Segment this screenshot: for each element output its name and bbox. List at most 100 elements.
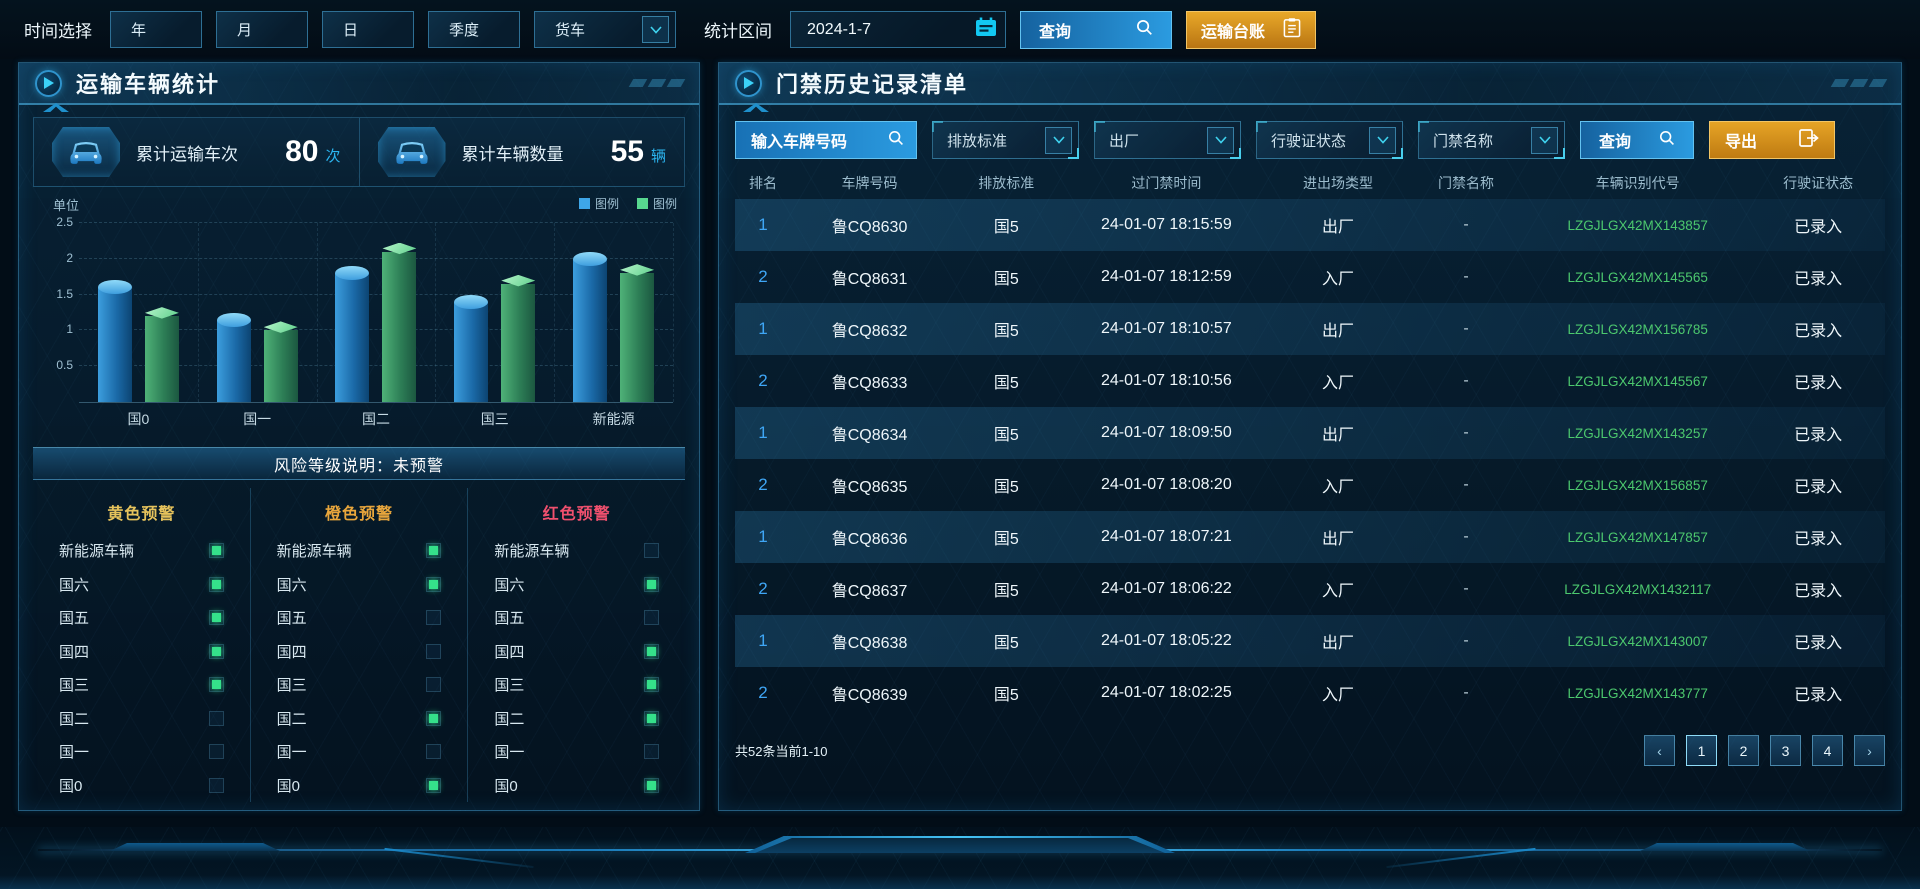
topbar: 时间选择 年月日季度 货车 统计区间 2024-1-7 查询 运输台账 (0, 0, 1920, 59)
cell-std: 国5 (993, 427, 1019, 444)
cell-time: 24-01-07 18:05:22 (1100, 632, 1232, 649)
bar-groups (79, 223, 673, 402)
warning-row: 国0 (277, 769, 442, 803)
table-query-button[interactable]: 查询 (1580, 121, 1694, 159)
table-row[interactable]: 1 鲁CQ8636 国5 24-01-07 18:07:21 出厂 - LZGJLGX42M… (735, 511, 1885, 563)
stat-label: 累计车辆数量 (461, 144, 564, 164)
indicator-on (426, 710, 442, 726)
grid-vline (435, 223, 437, 402)
prev-page-button[interactable]: ‹ (1644, 735, 1675, 766)
indicator-on (426, 777, 442, 793)
next-page-button[interactable]: › (1854, 735, 1885, 766)
period-button[interactable]: 季度 (428, 11, 520, 48)
warning-item-label: 国二 (276, 710, 307, 728)
cell-plate: 鲁CQ8633 (831, 375, 908, 392)
date-range-input[interactable]: 2024-1-7 (790, 11, 1006, 48)
filter-dropdown-group: 排放标准 出厂 行驶证状态 门禁名称 (932, 121, 1565, 159)
table-row[interactable]: 1 鲁CQ8632 国5 24-01-07 18:10:57 出厂 - LZGJLGX42M… (735, 303, 1885, 355)
footer-decoration (0, 827, 1920, 889)
bar-blue (97, 280, 132, 402)
legend-item[interactable]: 图例 (636, 195, 677, 212)
warning-item-label: 国三 (59, 677, 90, 695)
indicator-off (426, 677, 442, 693)
warning-item-label: 国一 (494, 744, 525, 762)
legend-swatch (636, 198, 648, 209)
car-icon (377, 127, 446, 177)
period-button[interactable]: 月 (216, 11, 308, 48)
filter-dropdown[interactable]: 出厂 (1094, 121, 1241, 159)
vehicle-type-select[interactable]: 货车 (534, 11, 676, 48)
cell-std: 国5 (993, 219, 1019, 236)
warning-column-title: 黄色预警 (107, 506, 176, 523)
legend-label: 图例 (652, 197, 677, 211)
cell-plate: 鲁CQ8632 (831, 323, 908, 340)
plate-number-input[interactable]: 输入车牌号码 (735, 121, 917, 159)
gridline: 1.5 (56, 287, 673, 301)
filter-dropdown[interactable]: 排放标准 (932, 121, 1079, 159)
warning-row: 国六 (59, 568, 224, 602)
table-row[interactable]: 2 鲁CQ8631 国5 24-01-07 18:12:59 入厂 - LZGJLGX42M… (735, 251, 1885, 303)
bar-blue (216, 312, 251, 402)
cell-std: 国5 (993, 583, 1019, 600)
page-button-4[interactable]: 4 (1812, 735, 1843, 766)
cell-status: 已录入 (1794, 531, 1843, 548)
indicator-on (426, 576, 442, 592)
play-icon (735, 69, 762, 97)
page-button-2[interactable]: 2 (1728, 735, 1759, 766)
period-button[interactable]: 年 (110, 11, 202, 48)
indicator-off (426, 744, 442, 760)
table-row[interactable]: 1 鲁CQ8630 国5 24-01-07 18:15:59 出厂 - LZGJLGX42M… (735, 199, 1885, 251)
cell-vin: LZGJLGX42MX143857 (1567, 217, 1708, 233)
bar-blue (335, 266, 370, 402)
table-row[interactable]: 2 鲁CQ8633 国5 24-01-07 18:10:56 入厂 - LZGJLGX42M… (735, 355, 1885, 407)
export-button[interactable]: 导出 (1709, 121, 1835, 159)
y-tick-label: 1 (66, 322, 73, 337)
pagination: 共52条当前1-10 ‹ 1 2 3 4 › (735, 735, 1885, 766)
stat-card-vehicles: 累计车辆数量 55 辆 (358, 118, 685, 186)
table-row[interactable]: 2 鲁CQ8639 国5 24-01-07 18:02:25 入厂 - LZGJLGX42M… (735, 667, 1885, 719)
bar-group (79, 223, 198, 402)
cell-gate: - (1463, 320, 1469, 337)
cell-rank: 1 (758, 319, 768, 338)
indicator-on (208, 610, 224, 626)
warning-item-label: 国一 (276, 744, 307, 762)
filter-dropdown[interactable]: 行驶证状态 (1256, 121, 1403, 159)
cell-gate: - (1463, 528, 1469, 545)
cell-status: 已录入 (1794, 687, 1843, 704)
indicator-on (208, 677, 224, 693)
table-row[interactable]: 2 鲁CQ8635 国5 24-01-07 18:08:20 入厂 - LZGJLGX42M… (735, 459, 1885, 511)
cell-std: 国5 (993, 271, 1019, 288)
search-icon (1659, 130, 1675, 151)
indicator-off (208, 710, 224, 726)
legend-label: 图例 (594, 197, 619, 211)
table-row[interactable]: 1 鲁CQ8638 国5 24-01-07 18:05:22 出厂 - LZGJLGX42M… (735, 615, 1885, 667)
warning-item-label: 国四 (494, 643, 525, 661)
filter-dropdown[interactable]: 门禁名称 (1418, 121, 1565, 159)
cell-plate: 鲁CQ8636 (831, 531, 908, 548)
grid-vline (554, 223, 556, 402)
stats-row: 累计运输车次 80 次 累计车辆数量 55 辆 (33, 117, 685, 187)
bar-green (263, 330, 298, 402)
chevron-down-icon (1531, 126, 1558, 154)
indicator-off (426, 643, 442, 659)
cell-status: 已录入 (1794, 427, 1843, 444)
query-button[interactable]: 查询 (1020, 10, 1172, 49)
indicator-off (644, 610, 660, 626)
cell-vin: LZGJLGX42MX156785 (1567, 321, 1708, 337)
table-row[interactable]: 2 鲁CQ8637 国5 24-01-07 18:06:22 入厂 - LZGJLGX42M… (735, 563, 1885, 615)
vehicle-type-value: 货车 (555, 22, 586, 39)
period-button[interactable]: 日 (322, 11, 414, 48)
legend-item[interactable]: 图例 (578, 195, 619, 212)
cell-rank: 2 (758, 579, 768, 598)
indicator-on (644, 677, 660, 693)
warning-item-label: 国0 (494, 777, 518, 795)
page-button-3[interactable]: 3 (1770, 735, 1801, 766)
transport-ledger-button[interactable]: 运输台账 (1186, 10, 1316, 49)
table-row[interactable]: 1 鲁CQ8634 国5 24-01-07 18:09:50 出厂 - LZGJLGX42M… (735, 407, 1885, 459)
cell-rank: 2 (758, 371, 768, 390)
range-label: 统计区间 (704, 22, 772, 41)
warning-columns: 黄色预警 新能源车辆 国六 国五 国四 国三 国二 国一 国0 橙色预警 新能源车辆 国六 国五 国四 国三… (33, 488, 685, 802)
cell-gate: - (1463, 684, 1469, 701)
page-button-1[interactable]: 1 (1686, 735, 1717, 766)
cell-gate: - (1463, 216, 1469, 233)
